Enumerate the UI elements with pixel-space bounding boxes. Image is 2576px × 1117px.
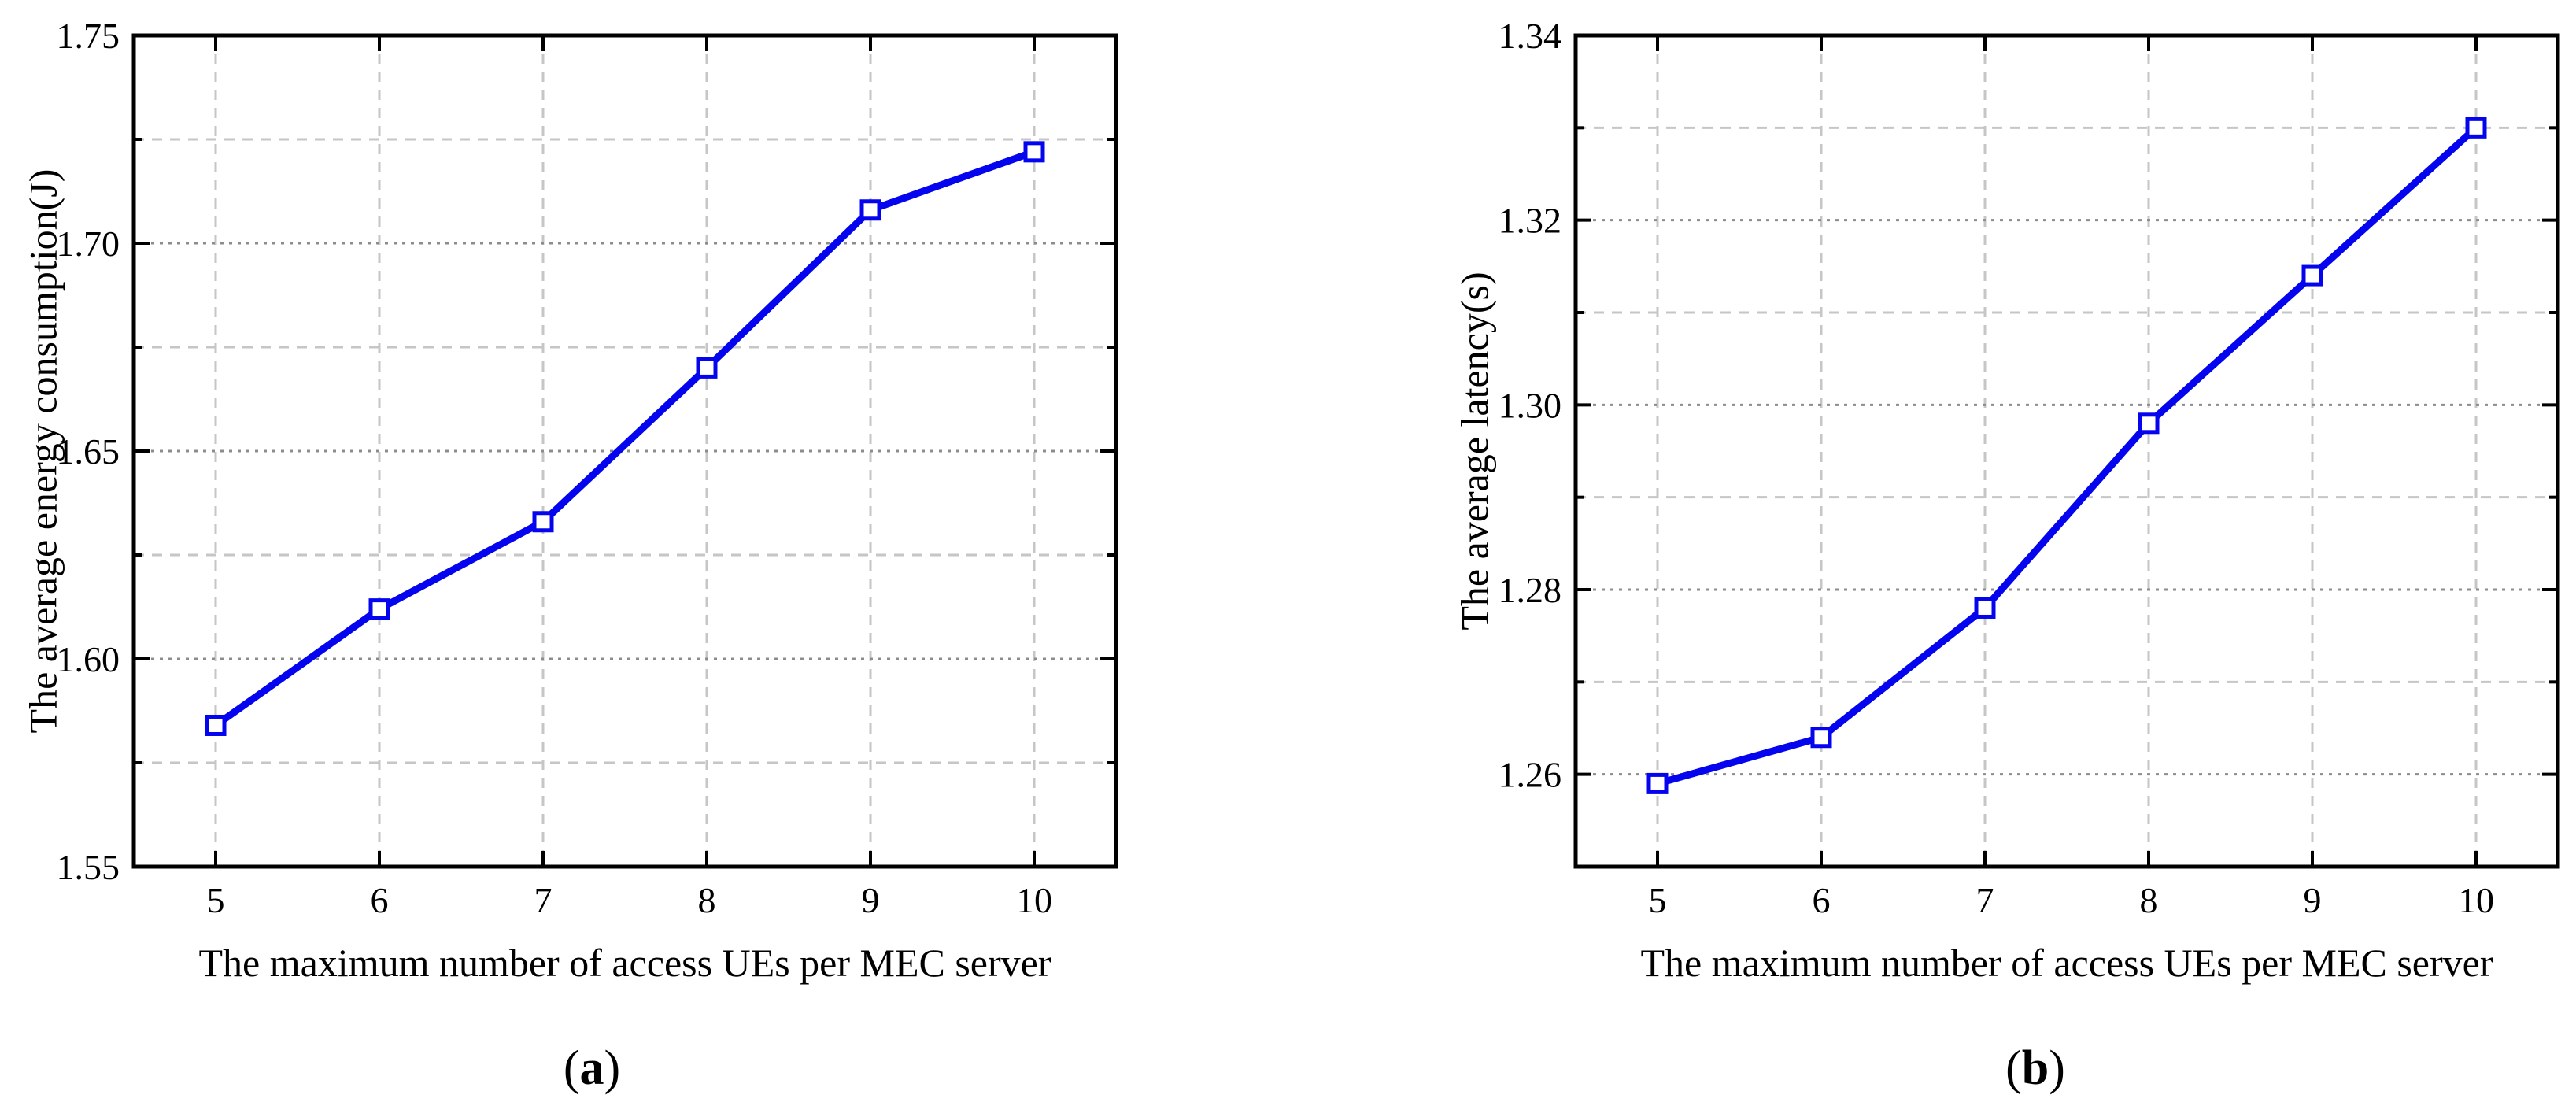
caption-a-letter: a <box>579 1041 604 1095</box>
caption-b-close-paren: ) <box>2049 1041 2065 1095</box>
data-point-marker <box>1023 141 1045 163</box>
y-tick-label: 1.55 <box>57 847 120 887</box>
subfigure-caption-b: (b) <box>1917 1041 2153 1097</box>
x-tick-label: 8 <box>698 880 716 920</box>
y-axis-title-energy: The average energy consumption(J) <box>20 168 65 734</box>
x-tick-label: 8 <box>2140 880 2158 920</box>
axis-frame <box>1573 33 2560 869</box>
data-point-marker <box>1974 597 1996 619</box>
data-point-marker <box>696 357 718 379</box>
x-tick-labels-b: 5 6 7 8 9 10 <box>1649 880 2495 920</box>
y-tick-label: 1.70 <box>57 224 120 264</box>
x-tick-label: 6 <box>1813 880 1831 920</box>
data-point-marker <box>2301 264 2323 287</box>
x-axis-title-a: The maximum number of access UEs per MEC… <box>198 941 1051 985</box>
x-tick-label: 7 <box>534 880 553 920</box>
y-tick-labels-b: 1.26 1.28 1.30 1.32 1.34 <box>1499 16 1562 795</box>
data-point-marker <box>368 598 390 620</box>
x-axis-title-b: The maximum number of access UEs per MEC… <box>1640 941 2493 985</box>
subfigure-caption-a: (a) <box>474 1041 710 1097</box>
data-point-marker <box>1810 727 1832 749</box>
x-tick-label: 5 <box>207 880 225 920</box>
x-tick-label: 6 <box>371 880 389 920</box>
data-point-marker <box>859 199 881 221</box>
caption-a-open-paren: ( <box>563 1041 580 1095</box>
caption-b-letter: b <box>2021 1041 2049 1095</box>
y-tick-labels-a: 1.55 1.60 1.65 1.70 1.75 <box>57 16 120 887</box>
data-point-marker <box>2465 117 2487 139</box>
x-tick-label: 10 <box>1016 880 1052 920</box>
x-tick-label: 9 <box>862 880 880 920</box>
y-tick-label: 1.28 <box>1499 570 1562 610</box>
x-tick-label: 10 <box>2458 880 2494 920</box>
y-axis-title-latency-box: The average latency(s) <box>1450 35 1500 867</box>
axis-ticks-b <box>1576 34 2558 867</box>
chart-a: 5 6 7 8 9 10 1.55 1.60 1.65 1.70 1.75 <box>57 16 1118 920</box>
x-tick-label: 7 <box>1976 880 1994 920</box>
data-point-marker <box>532 511 554 533</box>
y-tick-label: 1.26 <box>1499 755 1562 795</box>
y-axis-title-energy-box: The average energy consumption(J) <box>17 35 68 867</box>
caption-b-open-paren: ( <box>2005 1041 2022 1095</box>
data-point-marker <box>1646 772 1669 794</box>
caption-a-close-paren: ) <box>604 1041 621 1095</box>
data-line <box>1656 124 2479 787</box>
y-tick-label: 1.34 <box>1499 16 1562 56</box>
axis-ticks-a <box>134 34 1116 868</box>
data-line <box>213 148 1036 729</box>
y-tick-label: 1.75 <box>57 16 120 56</box>
y-tick-label: 1.30 <box>1499 385 1562 425</box>
data-point-marker <box>205 714 227 736</box>
y-tick-label: 1.60 <box>57 639 120 679</box>
gridlines-a <box>134 35 1116 867</box>
data-point-marker <box>2138 412 2160 435</box>
x-tick-label: 9 <box>2304 880 2322 920</box>
y-axis-title-latency: The average latency(s) <box>1453 272 1497 631</box>
y-tick-label: 1.32 <box>1499 201 1562 241</box>
y-tick-label: 1.65 <box>57 431 120 472</box>
x-tick-labels-a: 5 6 7 8 9 10 <box>207 880 1053 920</box>
gridlines-b <box>1576 35 2558 867</box>
chart-b: 5 6 7 8 9 10 1.26 1.28 1.30 1.32 1.34 <box>1499 16 2560 920</box>
x-tick-label: 5 <box>1649 880 1667 920</box>
